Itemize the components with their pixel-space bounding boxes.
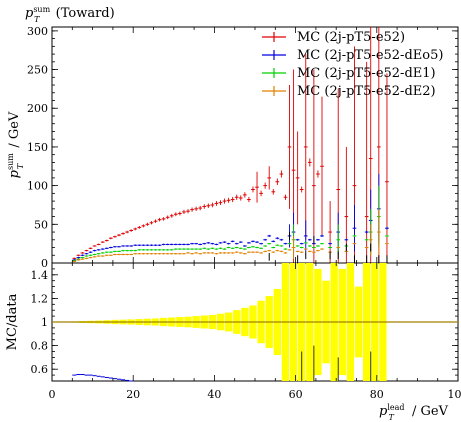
- ratio-y-axis: 0.6 0.8 1 1.2 1.4: [31, 262, 458, 382]
- y-tick-label: 0: [41, 257, 48, 270]
- main-y-axis: 0 50 100 150 200 250 300: [27, 25, 458, 270]
- y-tick-label: 200: [27, 102, 48, 115]
- x-tick-label: 0: [49, 388, 56, 401]
- svg-text:psumT / GeV: psumT / GeV: [6, 111, 25, 178]
- y-tick-label: 250: [27, 64, 48, 77]
- y-tick-label: 300: [27, 25, 48, 38]
- x-tick-label: 80: [370, 388, 384, 401]
- legend-label: MC (2j-pT5-e52): [297, 30, 405, 45]
- ratio-y-tick-label: 1.2: [31, 292, 49, 305]
- x-tick-label: 100: [448, 388, 461, 401]
- x-tick-label: 40: [207, 388, 221, 401]
- main-plot-series: [72, 27, 389, 263]
- ratio-y-tick-label: 0.8: [31, 340, 49, 353]
- ratio-y-tick-label: 1: [41, 316, 48, 329]
- legend-label: MC (2j-pT5-e52-dE2): [297, 84, 436, 99]
- x-tick-label: 60: [289, 388, 303, 401]
- y-tick-label: 50: [34, 218, 48, 231]
- chart-title: psum T (Toward): [25, 5, 115, 24]
- legend-label: MC (2j-pT5-e52-dE1): [297, 66, 436, 81]
- ratio-y-tick-label: 0.6: [31, 363, 49, 376]
- main-y-axis-label: psumT / GeV: [6, 111, 25, 178]
- legend-label: MC (2j-pT5-e52-dEo5): [297, 48, 443, 63]
- y-tick-label: 150: [27, 141, 48, 154]
- ratio-y-axis-label: MC/data: [5, 293, 20, 350]
- legend: MC (2j-pT5-e52) MC (2j-pT5-e52-dEo5) MC (2…: [262, 30, 443, 99]
- ratio-y-tick-label: 1.4: [31, 269, 49, 282]
- x-tick-label: 20: [126, 388, 140, 401]
- x-axis: 0 20 40 60 80 100: [49, 27, 461, 401]
- ratio-plot-series: [52, 263, 458, 382]
- x-axis-label: plead T / GeV: [379, 403, 449, 422]
- y-tick-label: 100: [27, 180, 48, 193]
